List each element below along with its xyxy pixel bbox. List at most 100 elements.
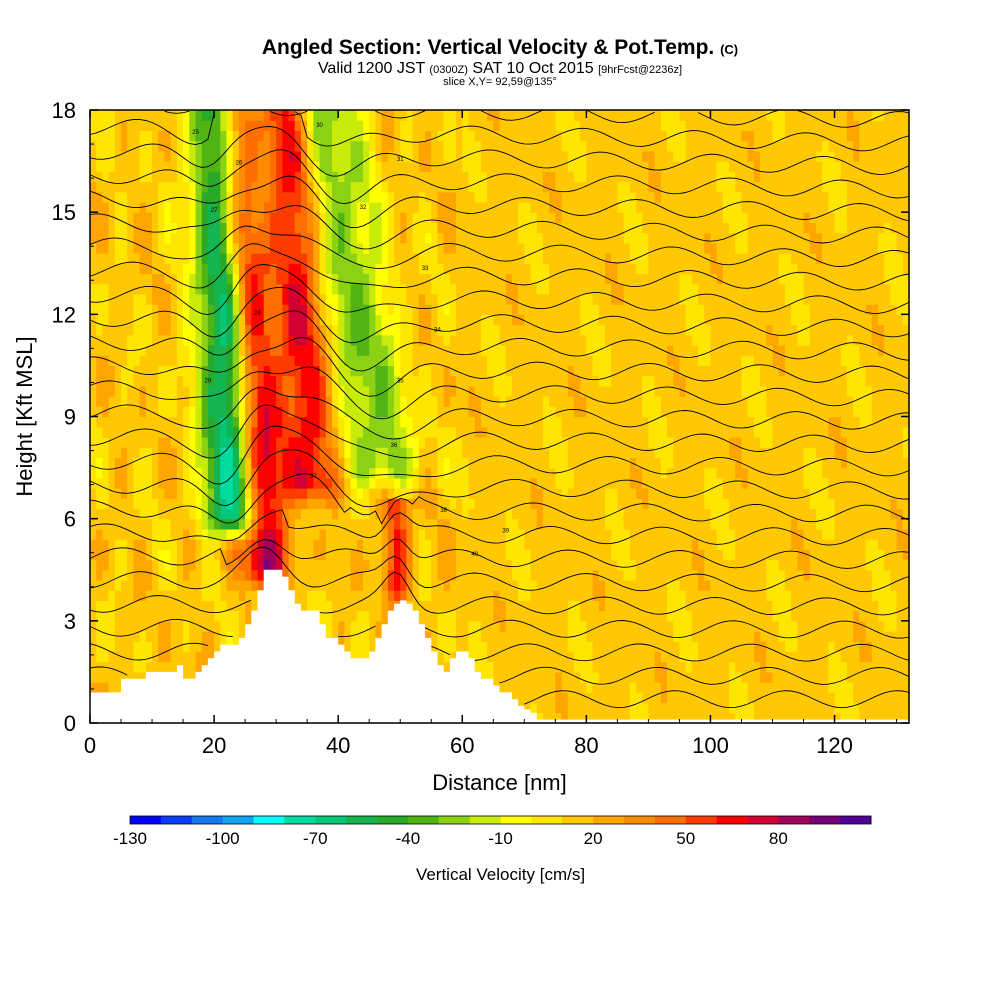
velocity-cell	[567, 528, 575, 540]
velocity-cell	[567, 436, 575, 448]
velocity-cell	[691, 539, 699, 550]
velocity-cell	[325, 385, 333, 397]
velocity-cell	[356, 498, 364, 510]
velocity-cell	[772, 508, 780, 520]
velocity-cell	[511, 600, 519, 612]
velocity-cell	[313, 600, 321, 612]
velocity-cell	[511, 396, 519, 407]
velocity-cell	[710, 671, 718, 683]
velocity-cell	[220, 467, 228, 479]
velocity-cell	[331, 467, 339, 479]
velocity-cell	[859, 620, 867, 632]
velocity-cell	[474, 457, 482, 469]
velocity-cell	[183, 559, 190, 571]
velocity-cell	[313, 426, 321, 438]
velocity-cell	[139, 416, 147, 428]
velocity-cell	[363, 355, 370, 367]
velocity-cell	[865, 559, 873, 571]
velocity-cell	[121, 528, 128, 540]
velocity-cell	[871, 600, 879, 612]
velocity-cell	[747, 406, 755, 418]
velocity-cell	[127, 590, 135, 601]
velocity-cell	[766, 559, 774, 571]
velocity-cell	[685, 426, 693, 438]
velocity-cell	[183, 610, 190, 622]
velocity-cell	[636, 590, 643, 601]
velocity-cell	[207, 416, 215, 428]
velocity-cell	[741, 498, 749, 510]
velocity-cell	[586, 651, 594, 663]
velocity-cell	[114, 579, 122, 591]
velocity-cell	[524, 651, 532, 663]
velocity-cell	[555, 712, 563, 724]
velocity-cell	[604, 702, 612, 714]
velocity-cell	[456, 416, 463, 428]
velocity-cell	[691, 355, 699, 367]
velocity-cell	[853, 712, 860, 724]
velocity-cell	[865, 651, 873, 663]
velocity-cell	[524, 375, 532, 387]
velocity-cell	[307, 396, 314, 407]
velocity-cell	[797, 396, 805, 407]
velocity-cell	[673, 590, 681, 601]
velocity-cell	[226, 518, 234, 530]
velocity-cell	[418, 406, 426, 418]
velocity-cell	[282, 396, 290, 407]
velocity-cell	[766, 426, 774, 438]
velocity-cell	[735, 508, 743, 520]
velocity-cell	[828, 661, 836, 673]
velocity-cell	[431, 590, 439, 601]
velocity-cell	[245, 447, 252, 458]
velocity-cell	[853, 651, 860, 663]
velocity-cell	[698, 671, 705, 683]
velocity-cell	[853, 579, 860, 591]
velocity-cell	[331, 579, 339, 591]
velocity-cell	[437, 631, 445, 642]
velocity-cell	[902, 344, 910, 356]
velocity-cell	[784, 355, 792, 367]
velocity-cell	[238, 436, 246, 448]
velocity-cell	[778, 620, 786, 632]
velocity-cell	[201, 610, 209, 622]
velocity-cell	[791, 590, 798, 601]
velocity-cell	[114, 467, 122, 479]
velocity-cell	[840, 344, 848, 356]
velocity-cell	[604, 355, 612, 367]
velocity-cell	[468, 365, 476, 377]
velocity-cell	[518, 518, 525, 530]
velocity-cell	[462, 344, 470, 356]
velocity-cell	[877, 375, 885, 387]
velocity-cell	[859, 477, 867, 489]
velocity-cell	[449, 508, 457, 520]
velocity-cell	[617, 590, 625, 601]
velocity-cell	[238, 375, 246, 387]
velocity-cell	[815, 569, 823, 581]
velocity-cell	[592, 355, 600, 367]
velocity-cell	[673, 457, 681, 469]
velocity-cell	[356, 467, 364, 479]
velocity-cell	[462, 426, 470, 438]
velocity-cell	[158, 498, 166, 510]
velocity-cell	[294, 559, 302, 571]
velocity-cell	[152, 528, 159, 540]
velocity-cell	[542, 528, 550, 540]
velocity-cell	[542, 498, 550, 510]
velocity-cell	[716, 385, 724, 397]
velocity-cell	[691, 661, 699, 673]
velocity-cell	[797, 447, 805, 458]
velocity-cell	[468, 569, 476, 581]
velocity-cell	[456, 559, 463, 571]
velocity-cell	[809, 692, 817, 704]
velocity-cell	[604, 467, 612, 479]
velocity-cell	[170, 528, 178, 540]
velocity-cell	[232, 426, 240, 438]
velocity-cell	[611, 488, 618, 499]
velocity-cell	[425, 334, 432, 346]
velocity-cell	[617, 457, 625, 469]
velocity-cell	[735, 457, 743, 469]
velocity-cell	[828, 631, 836, 642]
velocity-cell	[685, 334, 693, 346]
velocity-cell	[96, 559, 103, 571]
velocity-cell	[152, 631, 159, 642]
velocity-cell	[214, 631, 221, 642]
